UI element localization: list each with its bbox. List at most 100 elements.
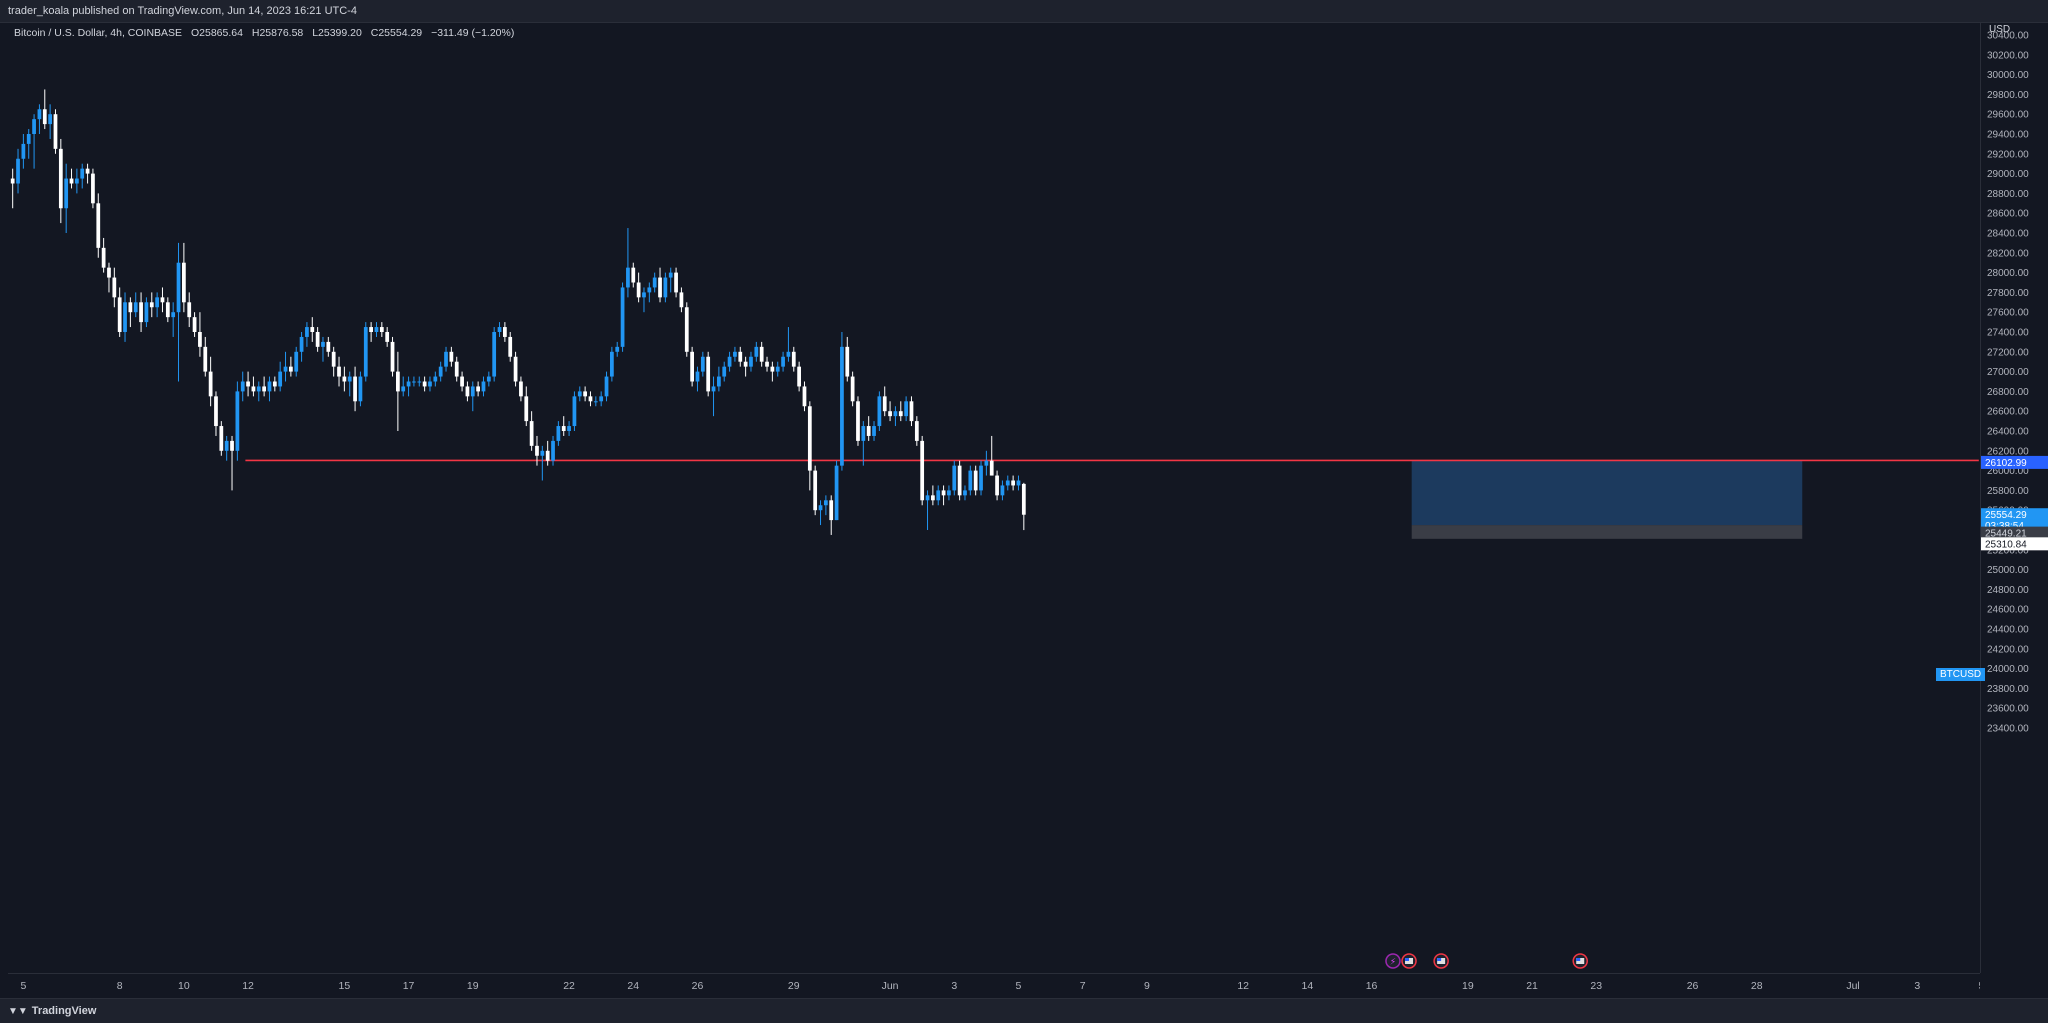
last-price-badge: 25554.29 (1985, 510, 2027, 521)
candle-body (952, 465, 957, 491)
candle (593, 396, 598, 407)
candle-body (176, 262, 181, 313)
chart-area[interactable]: ⚡ (8, 22, 1980, 973)
candle-body (519, 381, 523, 397)
candle-body (315, 332, 320, 347)
candle (149, 292, 154, 318)
price-tick-label: 24000.00 (1987, 664, 2029, 675)
candle-body (401, 386, 406, 392)
price-axis[interactable]: USD 30400.00 30200.00 30000.00 29800.00 29600… (1980, 22, 2048, 973)
candle-body (738, 351, 743, 362)
candle-body (572, 396, 577, 427)
candle-body (16, 158, 20, 184)
candle (412, 376, 416, 387)
candle (770, 361, 775, 382)
candle-body (396, 371, 400, 392)
candle (620, 282, 625, 352)
time-tick-label: 5 (1016, 980, 1022, 992)
candlestick-chart[interactable]: ⚡ (8, 22, 1980, 973)
candle-body (449, 351, 454, 362)
time-tick-label: 9 (1144, 980, 1150, 992)
candle (182, 242, 186, 313)
candle-body (668, 272, 673, 278)
candle (165, 297, 170, 323)
candle (508, 332, 513, 362)
price-tick-label: 28800.00 (1987, 189, 2029, 200)
candle (626, 228, 630, 298)
candle (42, 89, 47, 130)
price-tick-label: 27800.00 (1987, 288, 2029, 299)
candle-body (369, 327, 373, 332)
candle (497, 322, 502, 337)
candle-body (861, 426, 866, 441)
price-tick-label: 29200.00 (1987, 149, 2029, 160)
candle-body (749, 356, 753, 367)
candle (278, 361, 283, 392)
candle-body (717, 376, 721, 387)
candle-body (711, 386, 716, 392)
candle (37, 104, 42, 134)
candle (449, 346, 454, 367)
time-axis[interactable]: 5 8 10 12 15 17 19 22 24 26 29 Jun 3 5 7 9 12 14 16 19 21 23 2… (8, 973, 1980, 998)
candle-body (342, 376, 347, 382)
candle (786, 327, 791, 362)
candle-body (706, 356, 711, 392)
candle-body (481, 381, 486, 392)
candle-body (438, 366, 443, 377)
price-tick-label: 29800.00 (1987, 90, 2029, 101)
candle-body (545, 450, 550, 461)
candle-body (278, 371, 283, 387)
candle-body (470, 386, 475, 397)
candle-body (840, 346, 844, 466)
candle-body (486, 376, 491, 382)
candle (454, 356, 459, 382)
candle (369, 322, 373, 342)
time-tick-label: 19 (1462, 980, 1474, 992)
price-tick-label: 28200.00 (1987, 248, 2029, 259)
candle-body (888, 411, 892, 417)
candle-body (240, 381, 245, 392)
symbol-title[interactable]: Bitcoin / U.S. Dollar, 4h, COINBASE (14, 27, 183, 39)
candle (695, 366, 700, 392)
candle-body (267, 381, 272, 392)
candle-body (412, 381, 416, 383)
candle-body (909, 401, 914, 422)
candle-body (347, 376, 352, 382)
lightning-event-icon[interactable] (1385, 953, 1401, 969)
time-tick-label: 10 (178, 980, 190, 992)
price-tick-label: 30400.00 (1987, 31, 2029, 42)
candle (117, 287, 122, 337)
candle (235, 381, 240, 461)
candle (920, 435, 925, 506)
candle (572, 391, 577, 431)
candle (733, 346, 737, 362)
candle (305, 322, 309, 347)
candle (642, 287, 646, 313)
candle-body (599, 396, 604, 402)
candle (422, 376, 427, 392)
candle (561, 416, 566, 436)
target-zone[interactable] (1411, 460, 1803, 526)
candle-body (834, 465, 839, 521)
candle-body (813, 470, 818, 511)
time-tick-label: Jul (1846, 980, 1859, 992)
candle (80, 163, 85, 189)
candle-body (567, 426, 571, 431)
candle-body (872, 426, 876, 436)
candle-body (283, 366, 288, 372)
time-tick-label: 3 (951, 980, 957, 992)
candle (267, 376, 272, 402)
candle (406, 376, 411, 397)
currency-label: USD (1989, 24, 2010, 35)
candle (1011, 475, 1015, 491)
time-tick-label: 19 (467, 980, 479, 992)
brand-logo[interactable]: ▼▼ TradingView (8, 1005, 96, 1017)
candle-body (230, 440, 234, 451)
candle (749, 351, 753, 372)
candle (556, 421, 561, 446)
candle (893, 406, 898, 427)
stop-zone[interactable] (1411, 525, 1803, 539)
candle-body (112, 277, 117, 298)
candle-body (914, 421, 919, 441)
